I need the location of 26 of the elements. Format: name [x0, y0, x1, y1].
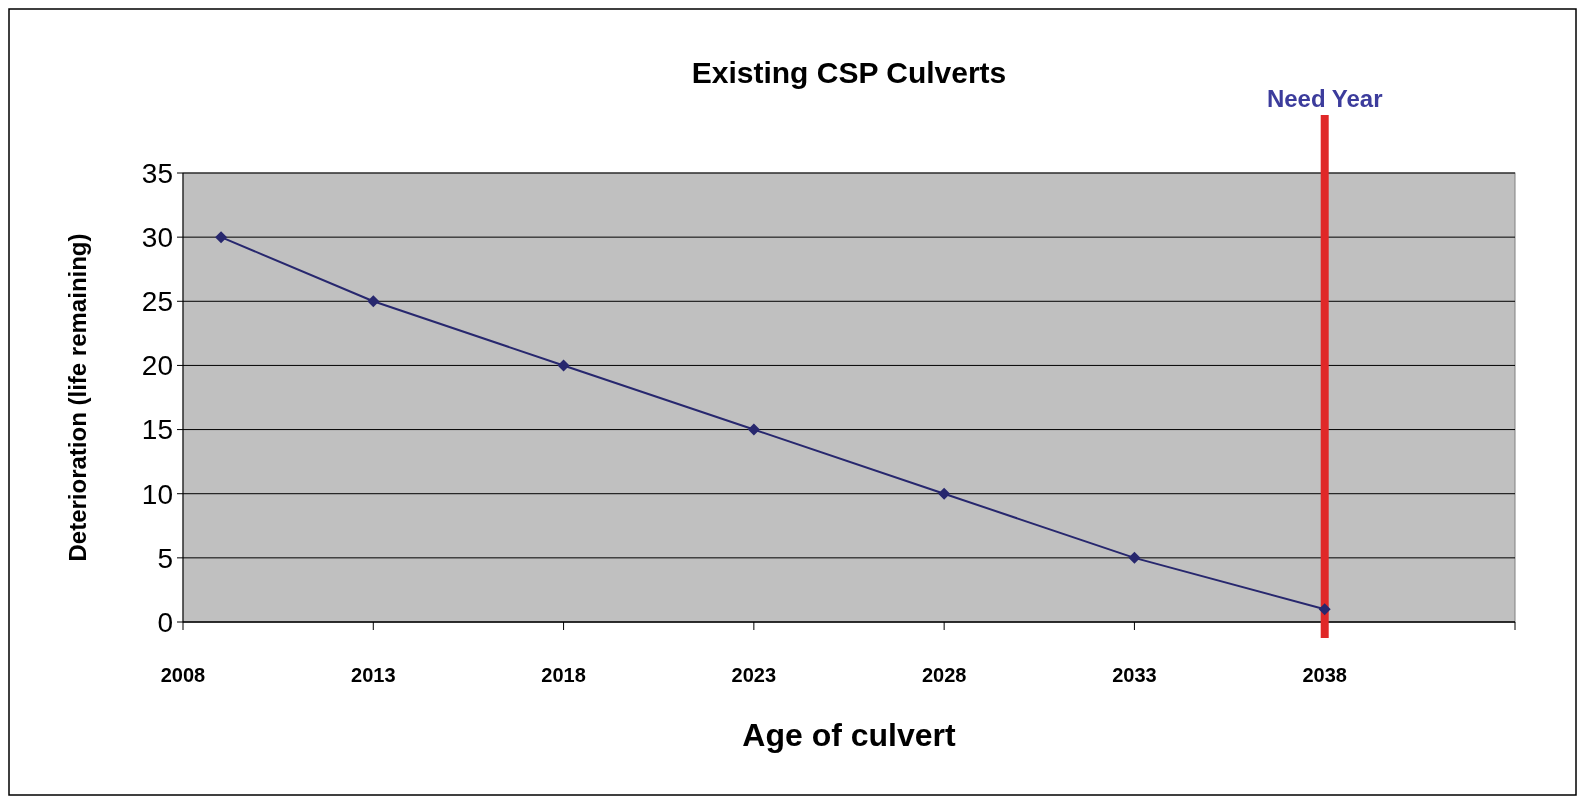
y-tick-label: 5 — [157, 542, 173, 574]
x-tick-label: 2028 — [921, 664, 967, 686]
x-tick-label: 2018 — [541, 664, 586, 686]
ref-line-label: Need Year — [1266, 85, 1383, 112]
x-tick-label: 2038 — [1302, 664, 1347, 686]
x-tick-label: 2008 — [160, 664, 206, 686]
x-tick-label: 2023 — [731, 664, 777, 686]
y-tick-label: 0 — [157, 606, 173, 638]
y-tick-label: 25 — [141, 286, 173, 318]
y-tick-label: 15 — [141, 414, 173, 446]
x-tick-label: 2013 — [351, 664, 396, 686]
point — [938, 487, 951, 500]
x-axis-title: Age of culvert — [742, 717, 957, 753]
y-tick-label: 10 — [141, 478, 173, 510]
point — [557, 359, 570, 372]
point — [1128, 551, 1141, 564]
y-axis-title: Deterioration (life remaining) — [64, 233, 91, 562]
point — [367, 295, 380, 308]
x-tick-label: 2033 — [1112, 664, 1157, 686]
point — [1318, 603, 1331, 616]
y-tick-label: 30 — [141, 221, 173, 253]
y-tick-label: 35 — [141, 157, 173, 189]
point — [747, 423, 760, 436]
y-tick-label: 20 — [141, 350, 173, 382]
chart-title: Existing CSP Culverts — [691, 56, 1007, 89]
point — [215, 231, 228, 244]
